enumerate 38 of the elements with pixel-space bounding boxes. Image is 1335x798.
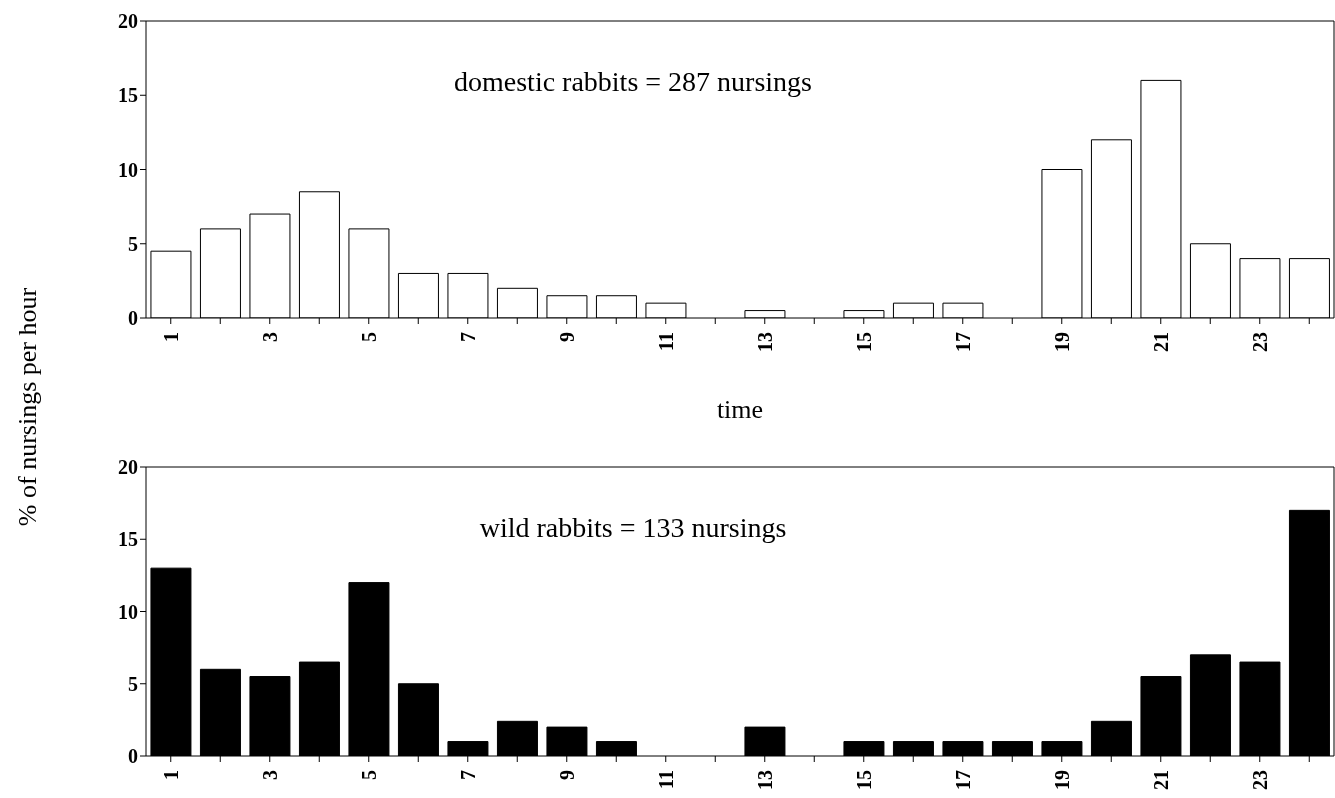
x-tick-label: 9: [555, 770, 578, 780]
y-tick-label: 10: [118, 600, 138, 623]
y-tick-label: 20: [118, 10, 138, 33]
x-tick-label: 11: [654, 770, 677, 789]
y-tick-label: 15: [118, 84, 138, 107]
x-tick-label: 19: [1050, 770, 1073, 790]
y-axis-title: % of nursings per hour: [13, 287, 43, 527]
x-tick-label: 9: [555, 332, 578, 342]
x-tick-label: 17: [951, 770, 974, 790]
y-tick-label: 5: [128, 232, 138, 255]
x-tick-label: 21: [1149, 770, 1172, 790]
y-tick-label: 0: [128, 745, 138, 768]
x-axis-title: time: [716, 395, 764, 424]
x-tick-label: 13: [753, 770, 776, 790]
x-tick-label: 23: [1248, 770, 1271, 790]
y-tick-label: 20: [118, 456, 138, 479]
y-tick-label: 5: [128, 672, 138, 695]
x-tick-label: 5: [357, 770, 380, 780]
x-tick-label: 21: [1149, 332, 1172, 352]
x-tick-label: 13: [753, 332, 776, 352]
x-tick-label: 23: [1248, 332, 1271, 352]
y-tick-label: 0: [128, 307, 138, 330]
annotation: domestic rabbits = 287 nursings: [454, 66, 812, 97]
x-tick-label: 7: [456, 770, 479, 780]
x-tick-label: 3: [258, 770, 281, 780]
x-tick-label: 19: [1050, 332, 1073, 352]
x-tick-label: 17: [951, 332, 974, 352]
x-tick-label: 7: [456, 332, 479, 342]
x-tick-label: 15: [852, 332, 875, 352]
x-tick-label: 5: [357, 332, 380, 342]
annotation: wild rabbits = 133 nursings: [479, 512, 787, 543]
y-tick-label: 15: [118, 528, 138, 551]
y-tick-label: 10: [118, 158, 138, 181]
x-tick-label: 3: [258, 332, 281, 342]
x-tick-label: 1: [159, 332, 182, 342]
x-tick-label: 1: [159, 770, 182, 780]
x-tick-label: 11: [654, 332, 677, 351]
x-tick-label: 15: [852, 770, 875, 790]
